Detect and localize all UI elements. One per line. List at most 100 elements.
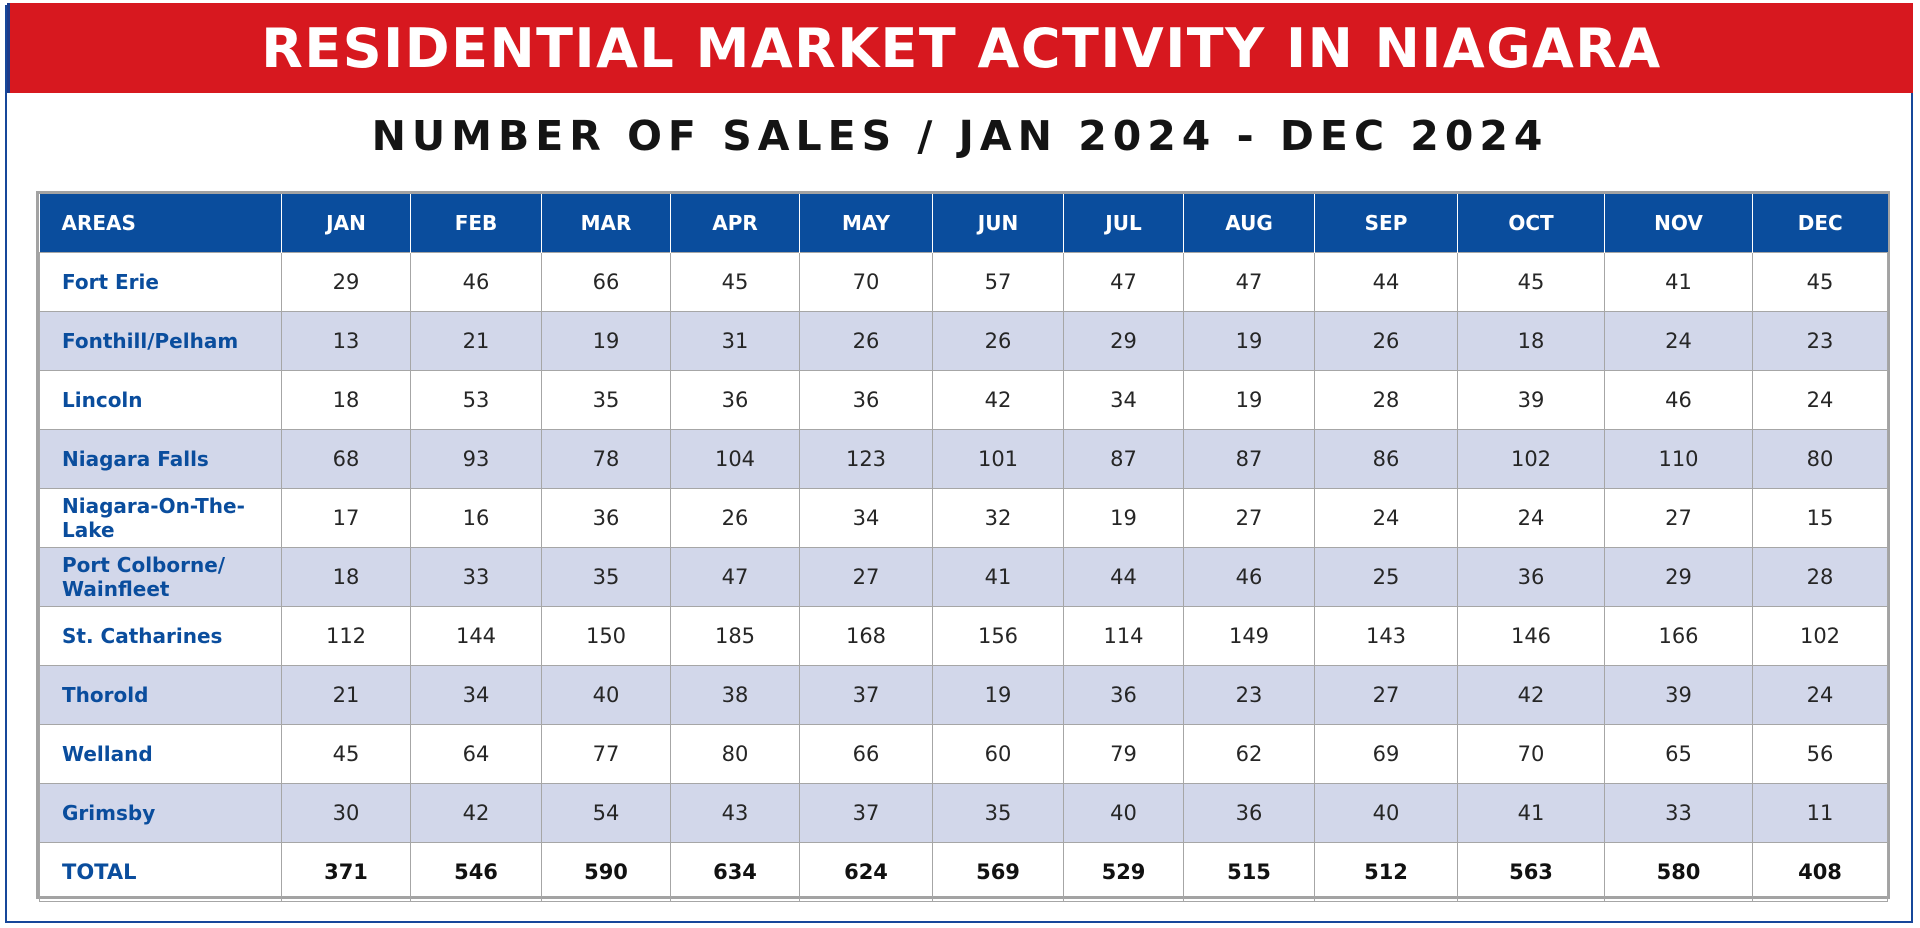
cell-aug: 19: [1183, 310, 1315, 371]
table-header-row: AREAS JAN FEB MAR APR MAY JUN JUL AUG SEP OCT NOV DE…: [39, 194, 1888, 252]
cell-aug: 515: [1183, 841, 1315, 902]
cell-apr: 104: [670, 428, 800, 489]
column-header-apr: APR: [670, 194, 800, 252]
cell-jul: 40: [1063, 782, 1184, 843]
sales-table-container: AREAS JAN FEB MAR APR MAY JUN JUL AUG SEP OCT NOV DE…: [36, 191, 1890, 902]
cell-sep: 512: [1314, 841, 1458, 902]
cell-jan: 17: [281, 487, 411, 548]
cell-apr: 31: [670, 310, 800, 371]
cell-mar: 35: [541, 546, 671, 607]
column-header-sep: SEP: [1314, 194, 1458, 252]
cell-nov: 580: [1604, 841, 1753, 902]
area-name: Port Colborne/ Wainfleet: [39, 546, 282, 607]
cell-nov: 39: [1604, 664, 1753, 725]
cell-nov: 29: [1604, 546, 1753, 607]
cell-may: 37: [799, 664, 933, 725]
cell-nov: 110: [1604, 428, 1753, 489]
cell-sep: 26: [1314, 310, 1458, 371]
cell-jul: 29: [1063, 310, 1184, 371]
cell-jun: 42: [932, 369, 1064, 430]
title-banner: RESIDENTIAL MARKET ACTIVITY IN NIAGARA: [7, 3, 1913, 93]
cell-mar: 36: [541, 487, 671, 548]
cell-dec: 80: [1752, 428, 1888, 489]
column-header-jul: JUL: [1063, 194, 1184, 252]
cell-apr: 43: [670, 782, 800, 843]
column-header-areas: AREAS: [39, 194, 282, 252]
cell-jun: 101: [932, 428, 1064, 489]
cell-dec: 45: [1752, 251, 1888, 312]
table-row: Fonthill/Pelham 13 21 19 31 26 26 29 19 26 18 24 23: [39, 310, 1888, 371]
cell-apr: 36: [670, 369, 800, 430]
cell-oct: 24: [1457, 487, 1605, 548]
cell-jul: 529: [1063, 841, 1184, 902]
cell-mar: 54: [541, 782, 671, 843]
area-name: Thorold: [39, 664, 282, 725]
cell-sep: 44: [1314, 251, 1458, 312]
cell-jun: 569: [932, 841, 1064, 902]
cell-feb: 16: [410, 487, 542, 548]
table-row: Grimsby 30 42 54 43 37 35 40 36 40 41 33 11: [39, 782, 1888, 843]
cell-feb: 33: [410, 546, 542, 607]
cell-jan: 29: [281, 251, 411, 312]
cell-apr: 47: [670, 546, 800, 607]
cell-jun: 19: [932, 664, 1064, 725]
cell-dec: 408: [1752, 841, 1888, 902]
cell-feb: 64: [410, 723, 542, 784]
cell-jul: 19: [1063, 487, 1184, 548]
cell-jan: 112: [281, 605, 411, 666]
cell-jul: 34: [1063, 369, 1184, 430]
cell-mar: 66: [541, 251, 671, 312]
cell-jul: 87: [1063, 428, 1184, 489]
page-title: RESIDENTIAL MARKET ACTIVITY IN NIAGARA: [261, 16, 1662, 80]
cell-mar: 77: [541, 723, 671, 784]
cell-dec: 28: [1752, 546, 1888, 607]
cell-nov: 27: [1604, 487, 1753, 548]
area-name: Grimsby: [39, 782, 282, 843]
cell-dec: 24: [1752, 664, 1888, 725]
cell-nov: 24: [1604, 310, 1753, 371]
cell-jul: 79: [1063, 723, 1184, 784]
cell-nov: 33: [1604, 782, 1753, 843]
column-header-feb: FEB: [410, 194, 542, 252]
cell-jun: 26: [932, 310, 1064, 371]
area-name: St. Catharines: [39, 605, 282, 666]
cell-oct: 36: [1457, 546, 1605, 607]
table-row: Welland 45 64 77 80 66 60 79 62 69 70 65 56: [39, 723, 1888, 784]
cell-sep: 28: [1314, 369, 1458, 430]
cell-dec: 15: [1752, 487, 1888, 548]
cell-jun: 60: [932, 723, 1064, 784]
cell-mar: 78: [541, 428, 671, 489]
cell-feb: 546: [410, 841, 542, 902]
cell-mar: 40: [541, 664, 671, 725]
cell-sep: 69: [1314, 723, 1458, 784]
cell-dec: 23: [1752, 310, 1888, 371]
cell-aug: 46: [1183, 546, 1315, 607]
sales-table: AREAS JAN FEB MAR APR MAY JUN JUL AUG SEP OCT NOV DE…: [39, 194, 1888, 902]
cell-jul: 44: [1063, 546, 1184, 607]
cell-feb: 93: [410, 428, 542, 489]
cell-oct: 146: [1457, 605, 1605, 666]
cell-sep: 27: [1314, 664, 1458, 725]
cell-apr: 26: [670, 487, 800, 548]
cell-aug: 87: [1183, 428, 1315, 489]
cell-aug: 47: [1183, 251, 1315, 312]
cell-jan: 13: [281, 310, 411, 371]
cell-nov: 41: [1604, 251, 1753, 312]
cell-nov: 166: [1604, 605, 1753, 666]
column-header-may: MAY: [799, 194, 933, 252]
cell-feb: 144: [410, 605, 542, 666]
cell-aug: 23: [1183, 664, 1315, 725]
cell-oct: 70: [1457, 723, 1605, 784]
cell-sep: 86: [1314, 428, 1458, 489]
area-name: TOTAL: [39, 841, 282, 902]
cell-jan: 68: [281, 428, 411, 489]
cell-sep: 25: [1314, 546, 1458, 607]
cell-mar: 150: [541, 605, 671, 666]
cell-jan: 21: [281, 664, 411, 725]
cell-oct: 39: [1457, 369, 1605, 430]
cell-sep: 24: [1314, 487, 1458, 548]
column-header-nov: NOV: [1604, 194, 1753, 252]
cell-nov: 46: [1604, 369, 1753, 430]
area-name: Fonthill/Pelham: [39, 310, 282, 371]
cell-feb: 21: [410, 310, 542, 371]
